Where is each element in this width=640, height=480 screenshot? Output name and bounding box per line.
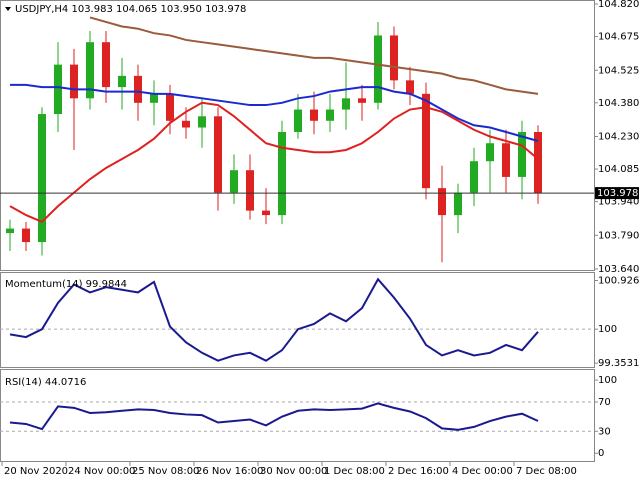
x-tick-label: 26 Nov 16:00	[196, 466, 263, 477]
y-tick-label: 100	[598, 324, 617, 335]
candle-body	[438, 188, 446, 216]
candle-body	[166, 93, 174, 121]
y-tick-label: 104.230	[598, 132, 639, 143]
moving-average-line	[9, 101, 539, 224]
candle-body	[390, 35, 398, 81]
moving-average-line	[89, 16, 539, 95]
x-tick-label: 30 Nov 00:00	[260, 466, 327, 477]
candle-body	[406, 80, 414, 94]
indicator-line	[9, 402, 539, 431]
y-tick-label: 103.940	[598, 197, 639, 208]
candle-body	[118, 75, 126, 88]
candle-body	[310, 109, 318, 121]
y-tick-label: 104.675	[598, 32, 639, 43]
candle-body	[246, 170, 254, 211]
rsi-panel-border	[0, 369, 595, 462]
candle-body	[86, 42, 94, 99]
y-tick-label: 104.085	[598, 164, 639, 175]
candle-body	[294, 109, 302, 133]
momentum-panel-border	[0, 272, 595, 368]
x-tick-label: 20 Nov 2020	[4, 466, 68, 477]
y-tick-label: 70	[598, 397, 611, 408]
last-price-box	[595, 187, 639, 200]
candle-body	[454, 192, 462, 216]
candle-body	[214, 116, 222, 193]
panel-title: USDJPY,H4 103.983 104.065 103.950 103.97…	[15, 4, 246, 15]
candle-body	[486, 143, 494, 162]
candle-body	[278, 132, 286, 216]
main-panel-border	[0, 0, 595, 271]
candle-body	[358, 98, 366, 103]
last-price-label: 103.978	[597, 188, 638, 199]
candle-body	[6, 228, 14, 234]
x-tick-label: 4 Dec 00:00	[452, 466, 513, 477]
candle-body	[22, 228, 30, 243]
candle-body	[70, 64, 78, 99]
candle-body	[470, 161, 478, 193]
x-tick-label: 1 Dec 08:00	[324, 466, 385, 477]
moving-average-line	[10, 83, 539, 142]
y-tick-label: 100	[598, 375, 617, 386]
candle-body	[182, 120, 190, 128]
y-tick-label: 0	[598, 448, 604, 459]
y-tick-label: 104.380	[598, 98, 639, 109]
candle-body	[54, 64, 62, 115]
y-tick-label: 103.640	[598, 264, 639, 275]
candle-body	[134, 75, 142, 103]
candle-body	[518, 132, 526, 177]
candle-body	[230, 170, 238, 193]
candle-body	[150, 93, 158, 103]
indicator-line	[9, 277, 539, 362]
candle-body	[198, 116, 206, 128]
x-tick-label: 25 Nov 08:00	[132, 466, 199, 477]
y-tick-label: 100.9262	[598, 276, 640, 287]
candle-body	[102, 42, 110, 88]
y-tick-label: 103.790	[598, 230, 639, 241]
candle-body	[38, 114, 46, 243]
x-tick-label: 7 Dec 08:00	[516, 466, 577, 477]
candle-body	[502, 143, 510, 177]
candle-body	[534, 132, 542, 194]
candle-body	[342, 98, 350, 110]
panel-title: Momentum(14) 99.9844	[5, 279, 127, 290]
y-tick-label: 104.820	[598, 0, 639, 10]
candle-body	[326, 109, 334, 121]
collapse-icon	[5, 7, 11, 11]
candle-body	[422, 93, 430, 189]
x-tick-label: 2 Dec 16:00	[388, 466, 449, 477]
y-tick-label: 30	[598, 426, 611, 437]
candle-body	[262, 210, 270, 216]
candle-body	[374, 35, 382, 103]
y-tick-label: 99.3531	[598, 358, 639, 369]
x-tick-label: 24 Nov 00:00	[68, 466, 135, 477]
panel-title: RSI(14) 44.0716	[5, 377, 86, 388]
y-tick-label: 104.525	[598, 65, 639, 76]
